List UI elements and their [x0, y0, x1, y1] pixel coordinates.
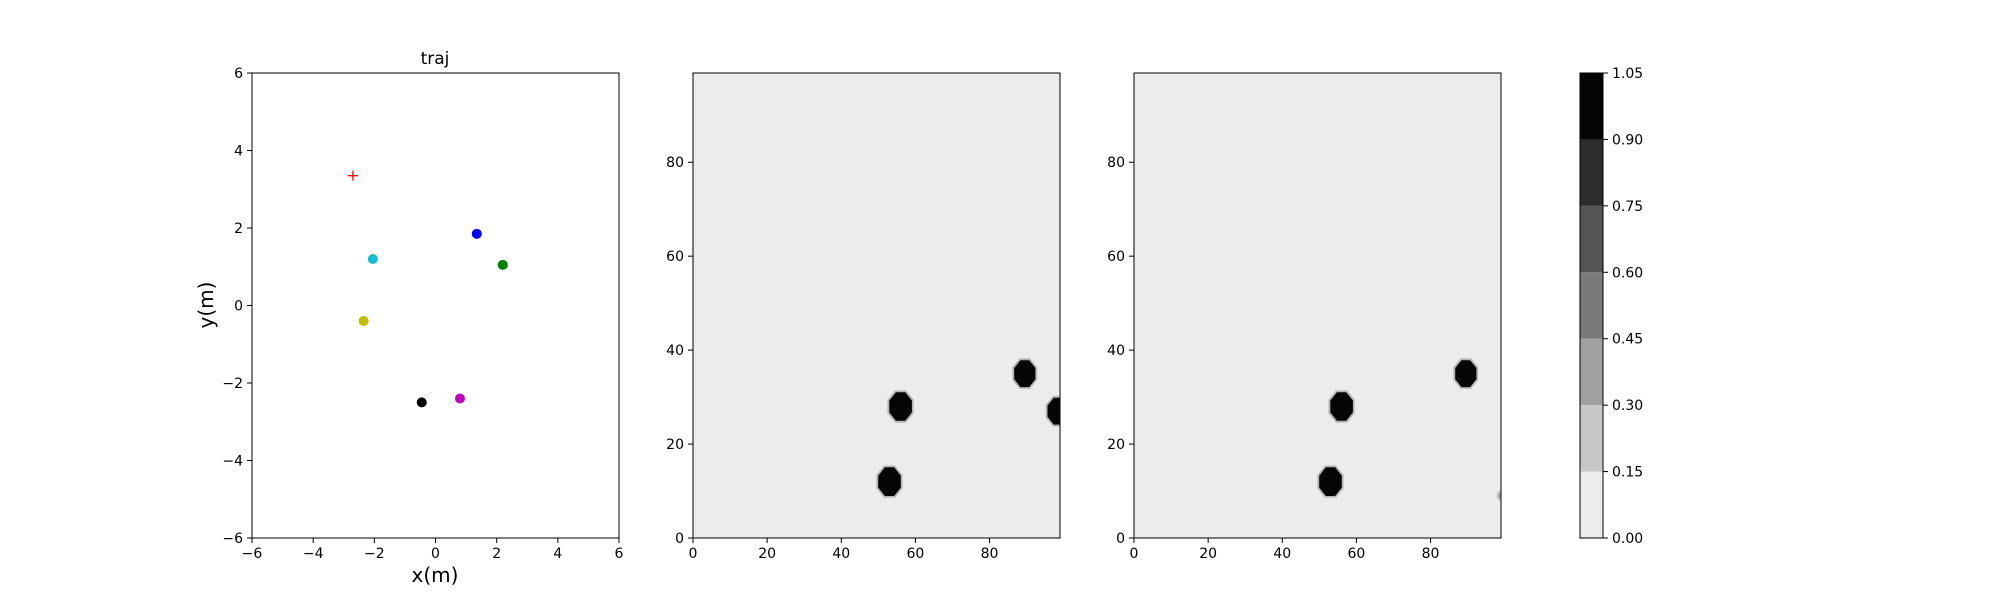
colorbar-tick-label: 0.15	[1612, 465, 1643, 481]
heatmap-1-ticks: 0 20 40 60 80 0 20 40 60 80	[666, 155, 998, 562]
colorbar-tick-label: 0.90	[1612, 132, 1643, 148]
heat-2-ytick-label: 20	[1107, 437, 1125, 453]
traj-point-plus	[347, 170, 358, 181]
colorbar-tick-label: 0.60	[1612, 265, 1643, 281]
heat-2-xtick-label: 20	[1199, 546, 1217, 562]
colorbar-band	[1580, 205, 1603, 273]
heat-2-xtick-label: 40	[1273, 546, 1291, 562]
heatmap-1-background	[693, 73, 1060, 538]
traj-0-xtick-label: 0	[431, 546, 440, 562]
traj-0-ytick-label: 2	[234, 221, 243, 237]
traj-0-ytick-label: 0	[234, 299, 243, 315]
traj-0-ytick-label: −6	[222, 531, 243, 547]
colorbar-tick-label: 0.45	[1612, 332, 1643, 348]
colorbar: 0.00 0.15 0.30 0.45 0.60 0.75 0.90 1.05	[1579, 66, 1643, 547]
colorbar-band	[1580, 272, 1603, 339]
colorbar-band	[1580, 73, 1603, 140]
colorbar-tick-label: 1.05	[1612, 66, 1643, 82]
traj-point	[358, 316, 369, 326]
heatmap-panel-1: 0 20 40 60 80 0 20 40 60 80	[666, 72, 1061, 562]
heat-1-xtick-label: 40	[832, 546, 850, 562]
traj-0-ytick-label: −4	[222, 454, 243, 470]
heat-1-ytick-label: 80	[666, 155, 684, 171]
colorbar-band	[1580, 139, 1603, 206]
heatmap-2-background	[1134, 73, 1501, 538]
heatmap-2-ticks: 0 20 40 60 80 0 20 40 60 80	[1107, 155, 1439, 562]
heat-1-xtick-label: 60	[907, 546, 925, 562]
obstacle-blob	[1498, 492, 1501, 500]
heat-1-xtick-label: 20	[758, 546, 776, 562]
heat-1-xtick-label: 80	[981, 546, 999, 562]
heatmap-1-frame	[692, 72, 1061, 539]
obstacle-blob	[878, 467, 901, 496]
traj-points	[347, 170, 508, 408]
heat-2-xtick-label: 0	[1130, 546, 1139, 562]
traj-point	[416, 397, 427, 408]
colorbar-bands	[1580, 73, 1603, 538]
heat-1-ytick-label: 40	[666, 343, 684, 359]
traj-0-xtick-label: 2	[492, 546, 501, 562]
heat-1-ytick-label: 0	[675, 531, 684, 547]
heatmap-2-frame	[1133, 72, 1502, 539]
heatmap-panel-2: 0 20 40 60 80 0 20 40 60 80	[1107, 72, 1502, 562]
colorbar-band	[1580, 338, 1603, 406]
heat-2-xtick-label: 60	[1348, 546, 1366, 562]
obstacle-blob	[1330, 392, 1353, 421]
traj-0-xtick-label: −2	[364, 546, 385, 562]
heat-2-xtick-label: 80	[1422, 546, 1440, 562]
traj-title: traj	[421, 49, 450, 69]
traj-axes-frame	[251, 72, 620, 539]
heat-2-ytick-label: 80	[1107, 155, 1125, 171]
obstacle-blob	[1455, 360, 1477, 388]
traj-0-xtick-label: 6	[615, 546, 624, 562]
traj-0-ytick-label: 6	[234, 66, 243, 82]
traj-point	[367, 254, 378, 264]
colorbar-band	[1580, 471, 1603, 538]
traj-ylabel: y(m)	[194, 282, 218, 329]
obstacle-blob	[1047, 397, 1060, 425]
colorbar-tick-label: 0.30	[1612, 398, 1643, 414]
traj-0-xtick-label: −4	[303, 546, 324, 562]
traj-0-xtick-label: 4	[553, 546, 562, 562]
traj-ticks: −6 −4 −2 0 2 4 6 −6 −4 −2 0 2 4 6	[222, 66, 623, 562]
heat-2-ytick-label: 60	[1107, 249, 1125, 265]
traj-0-xtick-label: −6	[242, 546, 263, 562]
traj-xlabel: x(m)	[412, 563, 459, 587]
obstacle-blob	[889, 392, 912, 421]
traj-0-ytick-label: −2	[222, 376, 243, 392]
colorbar-ticks: 0.00 0.15 0.30 0.45 0.60 0.75 0.90 1.05	[1603, 66, 1643, 547]
colorbar-tick-label: 0.00	[1612, 531, 1643, 547]
traj-0-ytick-label: 4	[234, 144, 243, 160]
traj-panel: traj −6 −4 −2 0 2 4 6 −6 −4 −2 0 2 4 6 x(m) y(m)	[194, 49, 624, 587]
traj-point	[497, 259, 508, 270]
traj-point	[471, 228, 482, 239]
obstacle-blob	[1014, 360, 1036, 388]
heat-1-ytick-label: 20	[666, 437, 684, 453]
traj-point	[454, 393, 465, 404]
obstacle-blob	[1319, 467, 1342, 496]
colorbar-band	[1580, 405, 1603, 472]
heat-2-ytick-label: 0	[1116, 531, 1125, 547]
colorbar-tick-label: 0.75	[1612, 199, 1643, 215]
heat-2-ytick-label: 40	[1107, 343, 1125, 359]
heatmap-1-obstacles	[876, 358, 1060, 498]
colorbar-frame	[1579, 72, 1604, 539]
heatmap-2-obstacles	[1317, 358, 1501, 501]
heat-1-xtick-label: 0	[689, 546, 698, 562]
heat-1-ytick-label: 60	[666, 249, 684, 265]
